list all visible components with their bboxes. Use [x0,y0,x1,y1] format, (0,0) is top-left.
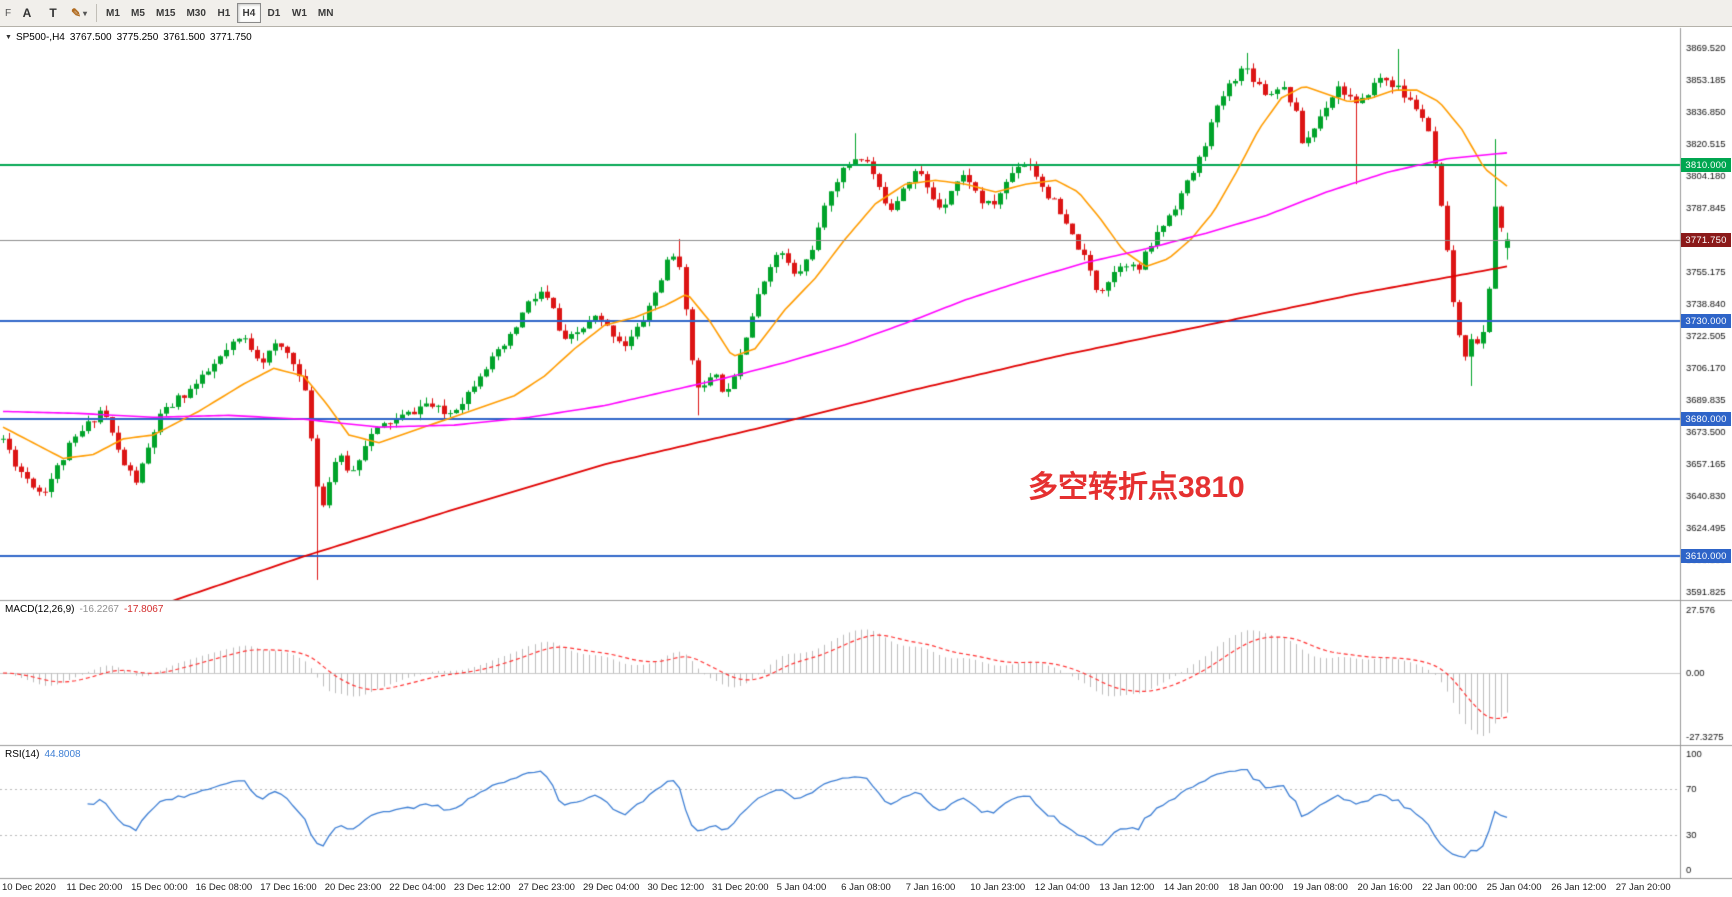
timeframe-button-m5[interactable]: M5 [131,7,145,19]
time-axis-label: 15 Dec 00:00 [131,882,188,893]
current-price-label: 3771.750 [1681,233,1731,247]
ohlc-low: 3761.500 [163,32,206,43]
toolbar-separator [96,4,97,22]
time-axis-label: 30 Dec 12:00 [647,882,705,893]
rsi-name: RSI(14) [5,749,40,760]
time-axis-label: 27 Jan 20:00 [1615,882,1671,893]
price-scale-column[interactable] [1680,28,1732,879]
draw-tool-button[interactable]: ✎ ▾ [70,6,88,20]
time-axis-label: 31 Dec 20:00 [712,882,769,893]
time-axis-label: 17 Dec 16:00 [260,882,317,893]
macd-name: MACD(12,26,9) [5,604,75,615]
timeframe-button-w1[interactable]: W1 [291,7,307,19]
time-axis-label: 6 Jan 08:00 [841,882,891,893]
time-axis-label: 5 Jan 04:00 [776,882,827,893]
toolbar: F A T ✎ ▾ M1 M5 M15 M30 H1 H4 D1 W1 MN [0,0,1732,27]
time-axis-label: 29 Dec 04:00 [582,882,640,893]
time-axis-label: 23 Dec 12:00 [453,882,511,893]
time-axis-label: 16 Dec 08:00 [195,882,253,893]
time-axis-label: 11 Dec 20:00 [66,882,123,893]
time-axis-label: 10 Dec 2020 [2,882,56,893]
dropdown-caret-icon[interactable]: ▾ [83,8,88,18]
macd-signal-value: -17.8067 [123,604,164,615]
label-tool-button[interactable]: T [49,6,57,20]
ohlc-close: 3771.750 [210,32,252,43]
time-axis-label: 26 Jan 12:00 [1551,882,1607,893]
timeframe-button-m15[interactable]: M15 [156,7,176,19]
macd-indicator-label: MACD(12,26,9) -16.2267 -17.8067 [5,604,163,615]
time-axis-label: 14 Jan 20:00 [1163,882,1219,893]
timeframe-button-m1[interactable]: M1 [106,7,120,19]
rsi-indicator-label: RSI(14) 44.8008 [5,749,81,760]
time-axis-label: 13 Jan 12:00 [1099,882,1155,893]
hline-price-label-3810: 3810.000 [1681,158,1731,172]
timeframe-button-d1[interactable]: D1 [267,7,281,19]
time-axis-label: 25 Jan 04:00 [1486,882,1542,893]
time-axis[interactable]: 10 Dec 2020 11 Dec 20:00 15 Dec 00:00 16 De… [0,879,1680,897]
chart-annotation-text[interactable]: 多空转折点3810 [1028,471,1245,504]
hline-price-label-3610: 3610.000 [1681,549,1731,563]
text-tool-button[interactable]: A [22,6,32,20]
chart-header: ▼ SP500-,H4 3767.500 3775.250 3761.500 3… [5,32,252,43]
hline-price-label-3680: 3680.000 [1681,412,1731,426]
hline-price-label-3730: 3730.000 [1681,314,1731,328]
timeframe-button-mn[interactable]: MN [317,7,334,19]
time-axis-label: 20 Jan 16:00 [1357,882,1413,893]
time-axis-label: 22 Dec 04:00 [389,882,446,893]
ohlc-open: 3767.500 [69,32,112,43]
symbol-timeframe-label: SP500-,H4 [15,32,65,43]
chart-marker-icon: ▼ [5,34,12,41]
timeframe-button-h1[interactable]: H1 [217,7,231,19]
rsi-value: 44.8008 [44,749,81,760]
timeframe-group: M1 M5 M15 M30 H1 H4 D1 W1 MN [101,3,339,23]
ohlc-high: 3775.250 [116,32,159,43]
drawing-tools-group: A T ✎ ▾ [14,3,92,24]
time-axis-label: 20 Dec 23:00 [324,882,382,893]
time-axis-label: 7 Jan 16:00 [905,882,956,893]
time-axis-label: 10 Jan 23:00 [970,882,1026,893]
toolbar-handle[interactable]: F [4,7,12,19]
time-axis-label: 22 Jan 00:00 [1422,882,1478,893]
time-axis-label: 18 Jan 00:00 [1228,882,1284,893]
time-axis-label: 19 Jan 08:00 [1293,882,1348,893]
macd-main-value: -16.2267 [79,604,119,615]
timeframe-button-m30[interactable]: M30 [186,7,206,19]
time-axis-label: 12 Jan 04:00 [1034,882,1090,893]
timeframe-button-h4[interactable]: H4 [236,3,261,23]
time-axis-label: 27 Dec 23:00 [518,882,575,893]
